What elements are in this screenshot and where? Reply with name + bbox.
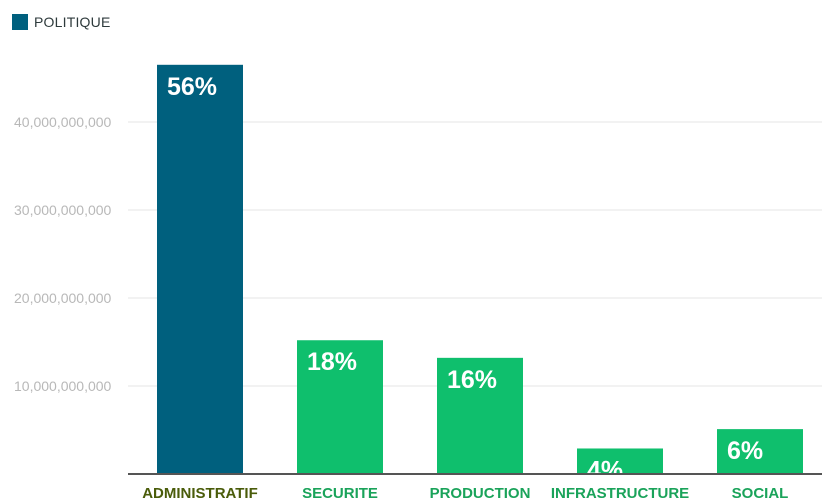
y-tick-label: 10,000,000,000 [14,378,112,394]
x-tick-label: SECURITE [302,485,378,501]
y-tick-label: 30,000,000,000 [14,202,112,218]
x-axis-ticks: ADMINISTRATIF SECURITE PRODUCTION INFRASTRU… [142,485,788,501]
bar-data-label: 4% [587,456,623,484]
bar-administratif [157,64,243,475]
x-tick-label: ADMINISTRATIF [142,485,258,501]
legend-label: POLITIQUE [34,14,111,30]
bar-social [717,429,803,474]
bars: 56% 18% 16% 4% 6% [157,64,803,484]
bar-production [437,357,523,474]
x-tick-label: SOCIAL [732,485,789,501]
x-tick-label: PRODUCTION [430,485,531,501]
bar-infrastructure [577,448,663,474]
y-tick-label: 20,000,000,000 [14,290,112,306]
legend: POLITIQUE [12,14,110,30]
bar-securite [297,340,383,474]
legend-swatch [12,14,28,30]
bar-data-label: 16% [447,366,497,394]
bar-data-label: 56% [167,73,217,101]
bar-data-label: 18% [307,348,357,376]
y-axis-ticks: 10,000,000,000 20,000,000,000 30,000,000,0… [14,114,112,394]
bar-data-label: 6% [727,437,763,465]
y-tick-label: 40,000,000,000 [14,114,112,130]
x-tick-label: INFRASTRUCTURE [551,485,689,501]
